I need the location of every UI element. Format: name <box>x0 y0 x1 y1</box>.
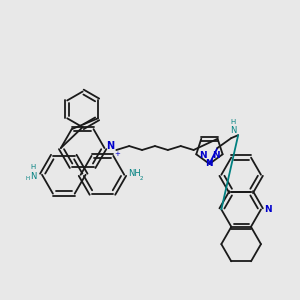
Text: N: N <box>199 151 207 160</box>
Text: N: N <box>106 141 115 151</box>
Text: H: H <box>231 119 236 125</box>
Text: N: N <box>30 172 36 181</box>
Text: NH: NH <box>128 169 141 178</box>
Text: N: N <box>205 159 212 168</box>
Text: H: H <box>31 164 36 170</box>
Text: 2: 2 <box>140 176 144 181</box>
Text: N: N <box>230 126 236 135</box>
Text: H: H <box>25 176 29 181</box>
Text: +: + <box>114 151 120 157</box>
Text: N: N <box>212 151 220 160</box>
Text: N: N <box>264 205 272 214</box>
